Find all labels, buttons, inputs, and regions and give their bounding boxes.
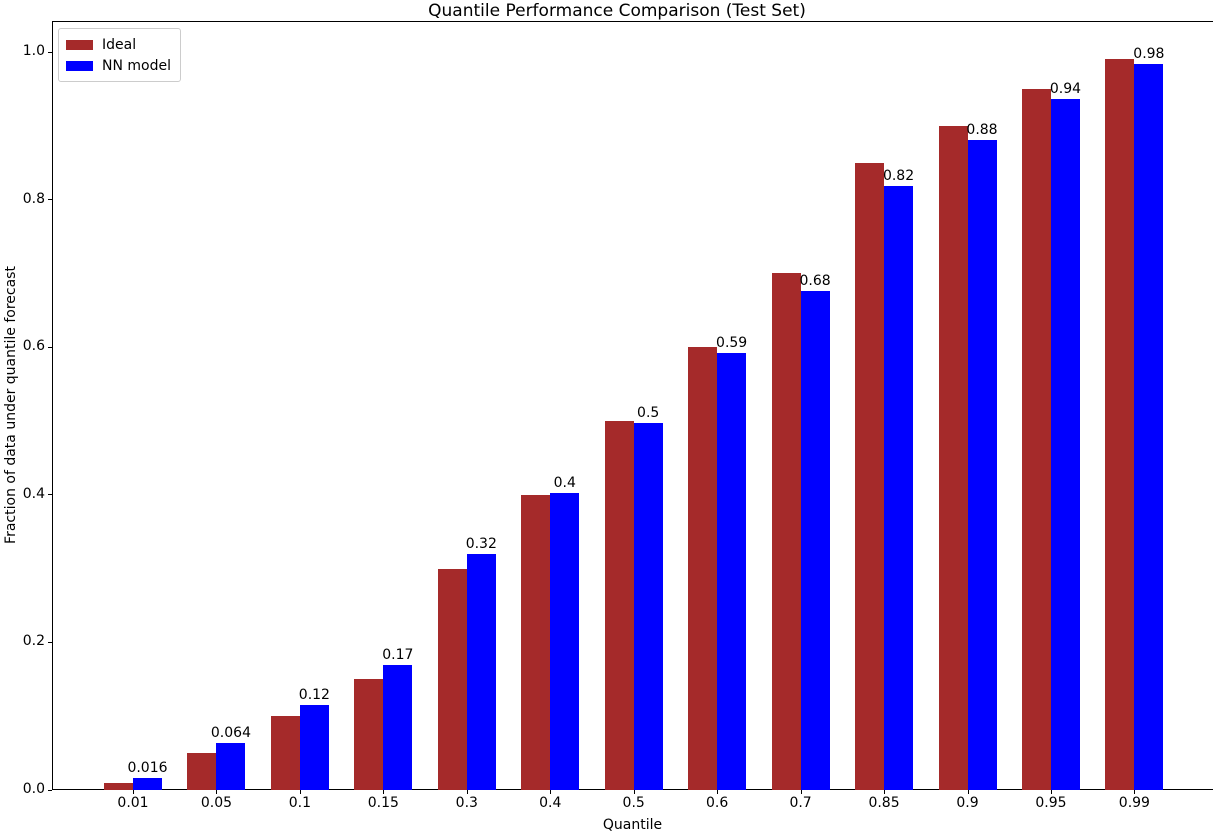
bar-ideal [1105, 59, 1135, 790]
x-tick-mark [633, 790, 635, 794]
y-axis-label: Fraction of data under quantile forecast [3, 266, 19, 544]
bar-value-label: 0.82 [882, 168, 915, 185]
bar-ideal [354, 679, 384, 790]
bar-nn-model [800, 291, 830, 790]
x-axis-label: Quantile [602, 817, 663, 833]
legend-label: NN model [102, 57, 171, 74]
x-tick-label: 0.4 [539, 795, 562, 811]
bar-nn-model [383, 665, 413, 790]
bar-nn-model [550, 493, 580, 790]
y-tick-label: 0.2 [22, 633, 45, 650]
x-tick-mark [800, 790, 802, 794]
x-tick-label: 0.85 [868, 795, 900, 811]
chart-title: Quantile Performance Comparison (Test Se… [428, 1, 806, 21]
bar-ideal [604, 421, 634, 790]
bar-ideal [771, 273, 801, 790]
bar-value-label: 0.98 [1133, 45, 1165, 62]
x-tick-label: 0.1 [288, 795, 312, 811]
y-tick-label: 0.8 [22, 190, 45, 207]
legend-swatch-icon [66, 60, 93, 71]
bar-ideal [187, 753, 217, 790]
x-tick-label: 0.01 [117, 795, 149, 811]
bar-ideal [855, 162, 885, 790]
bar-nn-model [1134, 63, 1164, 790]
bar-ideal [104, 782, 133, 790]
y-tick-label: 0.4 [22, 485, 45, 502]
bar-value-label: 0.88 [966, 121, 998, 138]
x-tick-mark [299, 790, 301, 794]
bar-nn-model [633, 423, 663, 790]
bar-ideal [688, 347, 718, 790]
bar-ideal [521, 494, 551, 790]
x-tick-mark [133, 790, 134, 794]
x-tick-label: 0.05 [200, 795, 233, 811]
x-tick-mark [383, 790, 385, 794]
x-tick-mark [967, 790, 969, 794]
bar-value-label: 0.016 [127, 760, 168, 777]
bar-nn-model [133, 778, 162, 790]
bar-value-label: 0.4 [553, 475, 576, 492]
x-tick-mark [466, 790, 468, 794]
bar-nn-model [967, 139, 997, 790]
x-tick-mark [884, 790, 886, 794]
bar-value-label: 0.12 [298, 687, 330, 704]
y-tick-label: 0.0 [22, 781, 45, 797]
bar-nn-model [466, 553, 496, 790]
y-tick-mark [48, 494, 52, 496]
x-tick-label: 0.5 [622, 795, 645, 811]
x-tick-mark [216, 790, 218, 794]
bar-ideal [1021, 88, 1051, 790]
bar-nn-model [1050, 99, 1080, 790]
x-tick-label: 0.7 [789, 795, 812, 811]
bar-value-label: 0.064 [210, 724, 251, 741]
bar-value-label: 0.5 [637, 405, 660, 422]
bar-ideal [270, 716, 300, 790]
x-tick-mark [550, 790, 552, 794]
y-tick-label: 0.6 [22, 338, 45, 355]
y-tick-mark [48, 789, 52, 791]
x-tick-label: 0.6 [706, 795, 729, 811]
x-tick-label: 0.99 [1118, 795, 1150, 811]
bar-ideal [938, 125, 968, 790]
legend-swatch-icon [66, 39, 93, 50]
x-tick-label: 0.15 [367, 795, 399, 811]
x-tick-label: 0.95 [1035, 795, 1067, 811]
legend: Ideal NN model [58, 28, 181, 82]
x-tick-label: 0.9 [956, 795, 979, 811]
legend-label: Ideal [102, 36, 137, 53]
x-tick-mark [1050, 790, 1052, 794]
x-tick-mark [1134, 790, 1136, 794]
bar-value-label: 0.59 [716, 335, 748, 352]
bar-ideal [437, 568, 467, 790]
x-tick-label: 0.3 [455, 795, 478, 811]
y-tick-mark [48, 346, 52, 348]
bar-nn-model [299, 705, 329, 790]
bar-nn-model [216, 742, 246, 790]
legend-row: NN model [66, 55, 171, 76]
x-tick-mark [717, 790, 719, 794]
y-tick-mark [48, 199, 52, 201]
bar-nn-model [717, 353, 747, 790]
bar-nn-model [884, 186, 914, 790]
bar-value-label: 0.17 [382, 647, 414, 664]
bar-value-label: 0.94 [1049, 81, 1082, 98]
y-tick-label: 1.0 [22, 43, 45, 59]
y-tick-mark [48, 51, 52, 53]
bar-value-label: 0.32 [465, 535, 497, 552]
legend-row: Ideal [66, 34, 171, 55]
bar-value-label: 0.68 [799, 273, 831, 290]
y-tick-mark [48, 641, 52, 643]
